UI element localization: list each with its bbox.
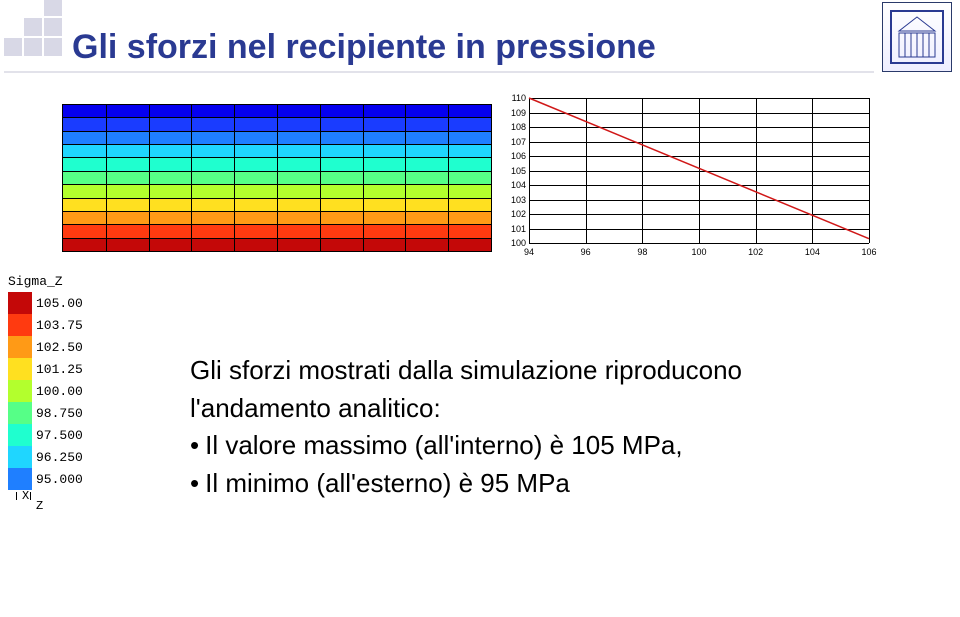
legend-swatch bbox=[8, 314, 32, 336]
legend-swatch bbox=[8, 402, 32, 424]
legend-row: 95.000 bbox=[8, 468, 83, 490]
legend-row: 100.00 bbox=[8, 380, 83, 402]
legend-swatch bbox=[8, 358, 32, 380]
legend-row: 102.50 bbox=[8, 336, 83, 358]
legend-title: Sigma_Z bbox=[8, 275, 83, 288]
legend-value: 103.75 bbox=[36, 319, 83, 332]
contour-plot bbox=[62, 104, 492, 252]
body-intro: Gli sforzi mostrati dalla simulazione ri… bbox=[190, 352, 890, 427]
page-title: Gli sforzi nel recipiente in pressione bbox=[72, 28, 656, 67]
legend-entries: 105.00 103.75 102.50 101.25 100.00 98.750 97.5… bbox=[8, 292, 83, 490]
legend-row: 97.500 bbox=[8, 424, 83, 446]
legend-value: 101.25 bbox=[36, 363, 83, 376]
legend-value: 96.250 bbox=[36, 451, 83, 464]
body-text: Gli sforzi mostrati dalla simulazione ri… bbox=[190, 352, 890, 503]
legend-row: 96.250 bbox=[8, 446, 83, 468]
legend-swatch bbox=[8, 336, 32, 358]
legend-swatch bbox=[8, 468, 32, 490]
header-rule bbox=[4, 71, 874, 73]
line-chart: 1001011021031041051061071081091109496981… bbox=[494, 88, 884, 263]
legend-value: 97.500 bbox=[36, 429, 83, 442]
university-logo bbox=[882, 2, 952, 72]
legend-swatch bbox=[8, 380, 32, 402]
legend-swatch bbox=[8, 446, 32, 468]
legend-row: 103.75 bbox=[8, 314, 83, 336]
legend-value: 105.00 bbox=[36, 297, 83, 310]
legend-swatch bbox=[8, 292, 32, 314]
legend-value: 95.000 bbox=[36, 473, 83, 486]
legend-value: 102.50 bbox=[36, 341, 83, 354]
legend-row: 101.25 bbox=[8, 358, 83, 380]
legend-axis: XZ bbox=[8, 492, 83, 518]
body-bullet-2: Il minimo (all'esterno) è 95 MPa bbox=[190, 465, 890, 503]
legend-value: 98.750 bbox=[36, 407, 83, 420]
legend-row: 105.00 bbox=[8, 292, 83, 314]
line-chart-series bbox=[529, 98, 869, 243]
legend-value: 100.00 bbox=[36, 385, 83, 398]
legend-swatch bbox=[8, 424, 32, 446]
body-bullet-1: Il valore massimo (all'interno) è 105 MP… bbox=[190, 427, 890, 465]
colorbar-legend: Sigma_Z 105.00 103.75 102.50 101.25 100.00 98… bbox=[8, 275, 83, 518]
legend-row: 98.750 bbox=[8, 402, 83, 424]
